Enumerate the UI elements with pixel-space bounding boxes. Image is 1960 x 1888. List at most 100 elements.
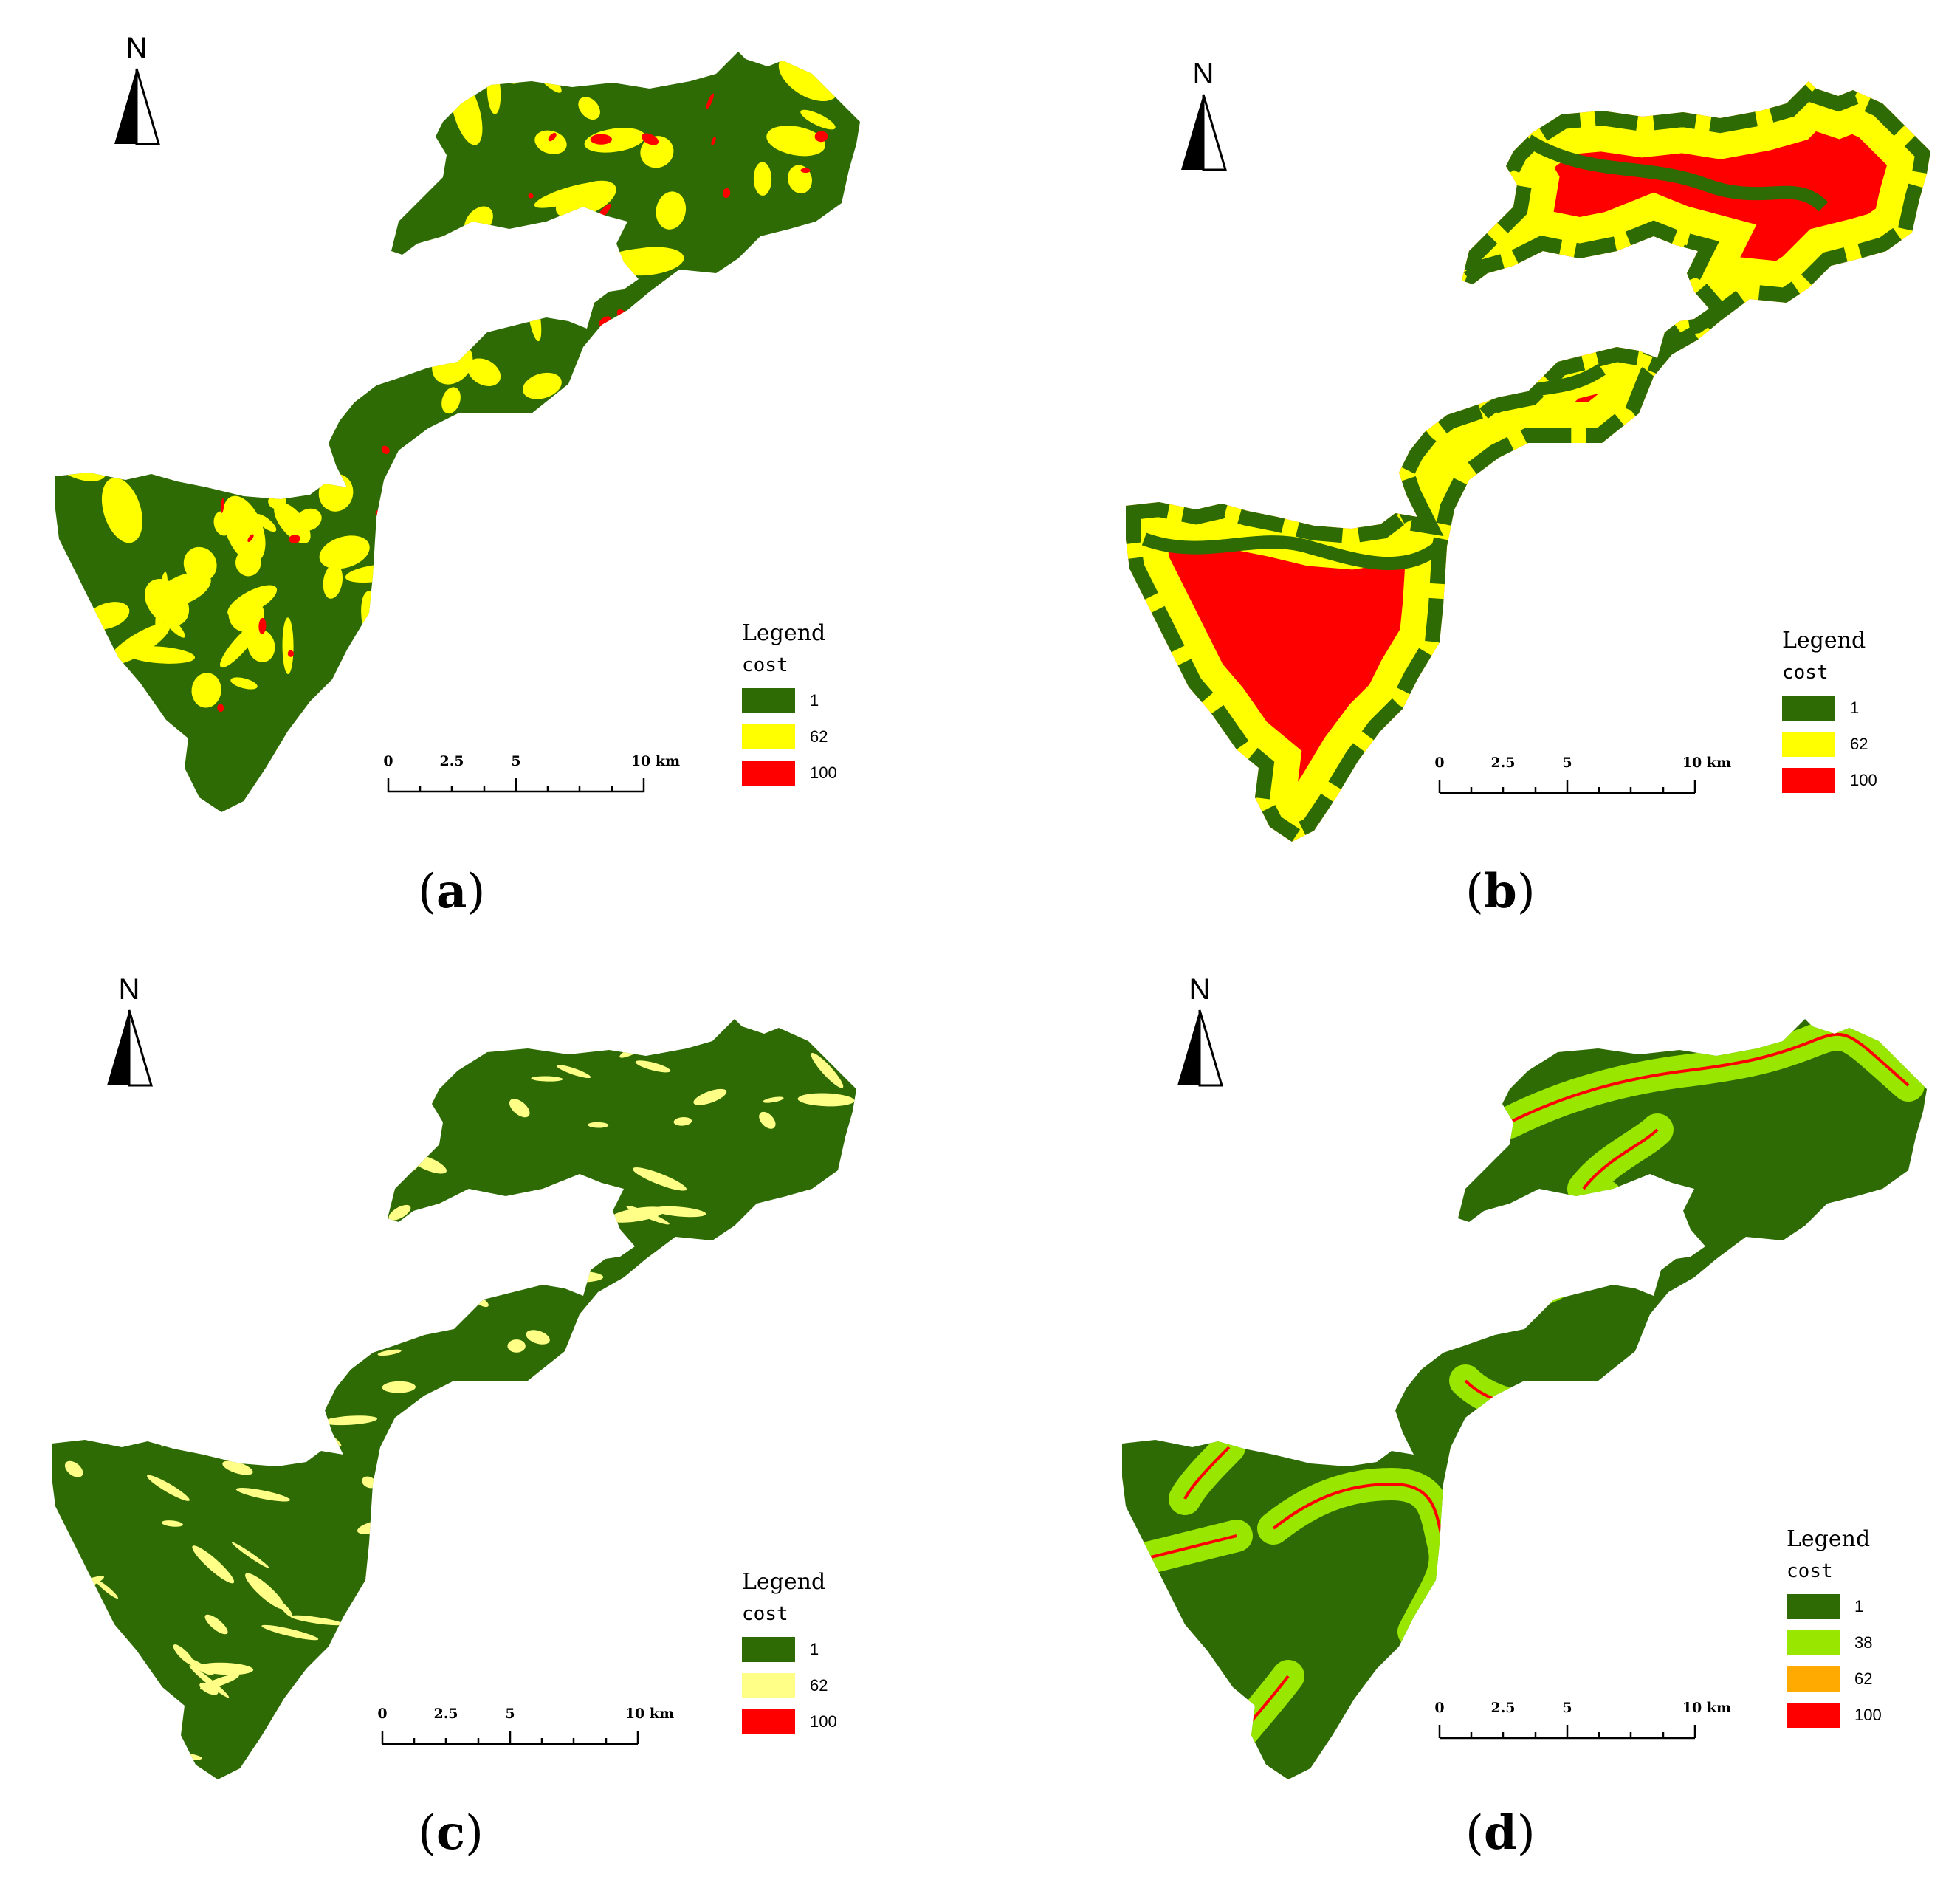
caption-open: (	[1465, 865, 1484, 919]
cost-patch	[226, 202, 262, 245]
cost-patch	[493, 484, 501, 491]
cost-patch	[829, 605, 850, 615]
cost-patch	[184, 151, 202, 179]
cost-patch	[633, 1167, 687, 1191]
cost-patch	[278, 1019, 323, 1048]
cost-patch	[674, 493, 681, 501]
cost-patch	[74, 1283, 108, 1300]
cost-patch	[303, 122, 362, 141]
cost-patch	[100, 1705, 125, 1717]
cost-patch	[92, 223, 117, 271]
legend-label: 62	[1850, 735, 1868, 753]
cost-patch	[327, 302, 357, 334]
cost-patch	[646, 1647, 682, 1668]
cost-patch	[210, 235, 223, 242]
cost-patch	[588, 1544, 630, 1584]
cost-patch	[588, 1122, 609, 1128]
region-fill	[55, 52, 860, 812]
legend-swatch	[742, 1673, 795, 1698]
cost-patch	[509, 1099, 530, 1118]
scale-tick-label: 2.5	[1490, 755, 1516, 771]
cost-patch	[711, 136, 716, 146]
cost-patch	[710, 1248, 752, 1273]
cost-patch	[509, 1461, 557, 1477]
map-a	[55, 52, 860, 812]
cost-patch	[526, 1330, 550, 1345]
scale-bar-graphic	[387, 778, 645, 793]
cost-patch	[103, 208, 130, 233]
cost-patch	[661, 535, 678, 561]
cost-patch	[235, 93, 255, 102]
north-label: N	[125, 32, 148, 64]
cost-patch	[719, 424, 729, 433]
cost-patch	[350, 739, 362, 751]
cost-patch	[258, 617, 267, 634]
cost-patch	[534, 1415, 567, 1429]
cost-patch	[557, 736, 566, 745]
cost-patch	[381, 113, 411, 165]
scale-tick-label: 2.5	[433, 1706, 458, 1722]
cost-patch	[534, 130, 567, 154]
cost-patch	[261, 1624, 319, 1641]
cost-patch	[618, 52, 639, 76]
legend-swatch	[1787, 1594, 1840, 1619]
cost-patch	[688, 64, 704, 77]
cost-patch	[197, 1662, 254, 1675]
cost-patch	[213, 208, 221, 221]
cost-patch	[202, 447, 238, 459]
legend-field: cost	[1782, 662, 1829, 684]
cost-patch	[462, 1232, 504, 1264]
cost-patch	[433, 346, 451, 361]
north-label: N	[118, 973, 140, 1006]
cost-patch	[189, 1665, 230, 1698]
cost-patch	[643, 359, 652, 367]
cost-patch	[377, 1349, 402, 1356]
legend-item: 1	[742, 685, 919, 721]
cost-patch	[316, 1743, 330, 1757]
scale-tick-label: 10 km	[625, 1706, 675, 1722]
cost-patch	[157, 608, 185, 638]
cost-patch	[210, 176, 217, 183]
cost-patch	[580, 251, 619, 280]
cost-patch	[166, 67, 236, 112]
legend-label: 100	[810, 1712, 837, 1731]
legend-swatch	[742, 1709, 795, 1734]
cost-patch	[811, 1053, 844, 1088]
cost-patch	[555, 247, 592, 264]
cost-patch	[854, 52, 860, 72]
cost-patch	[283, 750, 315, 796]
cost-patch	[833, 368, 853, 381]
cost-patch	[590, 134, 612, 145]
cost-patch	[509, 710, 517, 719]
cost-patch	[815, 277, 840, 320]
scale-tick-label: 0	[1434, 755, 1445, 771]
legend-label: 62	[1854, 1669, 1873, 1688]
cost-patch	[397, 1236, 453, 1253]
cost-patch	[434, 66, 441, 73]
cost-patch	[101, 477, 143, 543]
cost-patch	[367, 669, 388, 697]
cost-patch	[656, 191, 687, 230]
cost-patch	[408, 1501, 455, 1523]
caption-close: )	[1516, 865, 1536, 919]
cost-patch	[276, 747, 312, 801]
cost-patch	[584, 128, 645, 153]
cost-patch	[321, 336, 371, 382]
legend-swatch	[742, 724, 795, 749]
cost-patch	[759, 1111, 776, 1129]
river-line	[1147, 1534, 1237, 1559]
north-arrow: N	[100, 973, 159, 1087]
cost-patch	[235, 1488, 291, 1502]
cost-patch	[563, 1250, 582, 1262]
cost-patch	[501, 463, 523, 473]
cost-patch	[60, 416, 105, 442]
legend-swatch	[1782, 696, 1835, 721]
cost-patch	[340, 112, 390, 128]
cost-patch	[361, 1324, 399, 1336]
caption-open: (	[418, 1806, 436, 1861]
cost-patch	[537, 619, 554, 631]
cost-patch	[120, 790, 130, 796]
legend-label: 38	[1854, 1633, 1873, 1652]
cost-patch	[556, 1065, 591, 1079]
cost-patch	[678, 576, 712, 604]
